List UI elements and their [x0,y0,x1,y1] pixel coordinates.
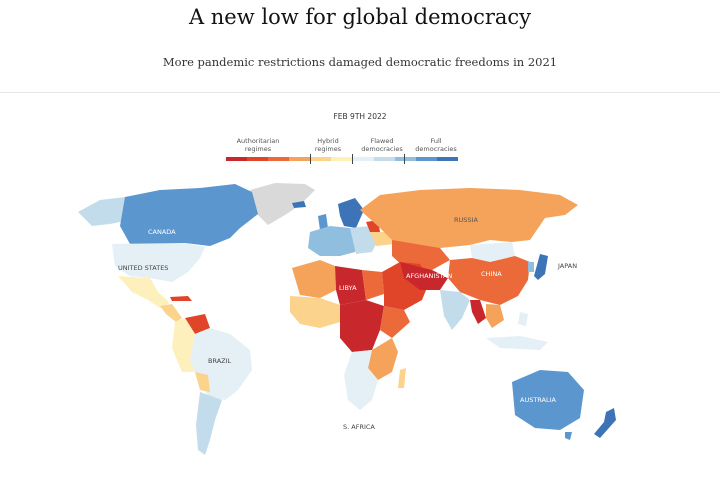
legend-text: Full democracies [415,137,457,153]
region-canada [120,184,258,246]
legend-label-flawed: Flawed democracies [354,137,410,153]
legend-swatch [331,157,353,161]
legend-text: Flawed democracies [361,137,403,153]
region-united-states [112,243,205,282]
region-mexico [118,276,170,308]
legend-text: Authoritarian regimes [236,137,280,153]
country-label: AFGHANISTAN [406,272,453,280]
country-label: S. AFRICA [343,423,375,431]
legend-swatch [310,157,332,161]
region-japan [534,254,548,280]
legend-tick [352,154,353,164]
region-greenland [250,183,315,225]
region-andes [172,318,195,372]
region-west-africa [290,296,340,328]
regime-legend: Authoritarian regimes Hybrid regimes Fla… [226,137,459,165]
region-central-africa [340,300,384,352]
country-label: AUSTRALIA [520,396,556,404]
legend-swatch [247,157,269,161]
legend-swatch [289,157,311,161]
legend-text: Hybrid regimes [314,137,342,153]
legend-swatch [436,157,459,161]
country-label: RUSSIA [454,216,478,224]
region-madagascar [398,368,406,388]
region-egypt [362,270,384,300]
region-libya [335,266,366,305]
region-philippines [518,312,528,326]
region-uk [318,214,328,230]
legend-swatch [394,157,416,161]
region-afghanistan [400,262,448,290]
region-alaska [78,197,130,226]
region-central-asia [392,240,450,270]
region-india [440,290,470,330]
legend-swatch [226,157,248,161]
region-indonesia [486,336,548,350]
world-map [78,183,616,455]
legend-swatch [415,157,437,161]
header-divider [0,92,720,93]
region-southern-africa [344,350,378,410]
country-label: BRAZIL [208,357,232,365]
country-label: CANADA [148,228,176,236]
region-china [448,256,530,305]
region-new-zealand [594,408,616,438]
country-label: UNITED STATES [118,264,169,272]
region-venezuela [185,314,210,334]
region-central-america [160,304,182,322]
legend-swatch [352,157,374,161]
chart-title: A new low for global democracy [188,5,532,29]
region-scandinavia [338,198,364,228]
legend-label-hybrid: Hybrid regimes [300,137,356,153]
country-label: LIBYA [339,284,357,292]
region-mongolia [470,242,515,262]
legend-swatch [268,157,290,161]
legend-label-authoritarian: Authoritarian regimes [230,137,286,153]
legend-swatch [373,157,395,161]
region-myanmar [470,300,486,324]
region-russia [360,188,578,248]
region-korea [528,262,534,272]
region-southeast-asia [486,304,504,328]
legend-tick [404,154,405,164]
region-maghreb [292,260,336,298]
region-east-africa [368,338,398,380]
country-label: CHINA [481,270,502,278]
legend-color-bar [226,157,459,161]
region-australia [512,370,584,430]
region-southern-cone [196,392,222,455]
region-tasmania [565,432,572,440]
region-horn-of-africa [380,306,410,338]
publication-date: FEB 9TH 2022 [333,112,387,121]
country-label: JAPAN [558,262,578,270]
legend-tick [310,154,311,164]
chart-subtitle: More pandemic restrictions damaged democ… [162,55,558,69]
region-bolivia [195,372,210,392]
region-cuba [170,296,192,301]
region-iceland [292,201,306,208]
legend-label-full: Full democracies [408,137,464,153]
region-western-europe [308,226,360,256]
